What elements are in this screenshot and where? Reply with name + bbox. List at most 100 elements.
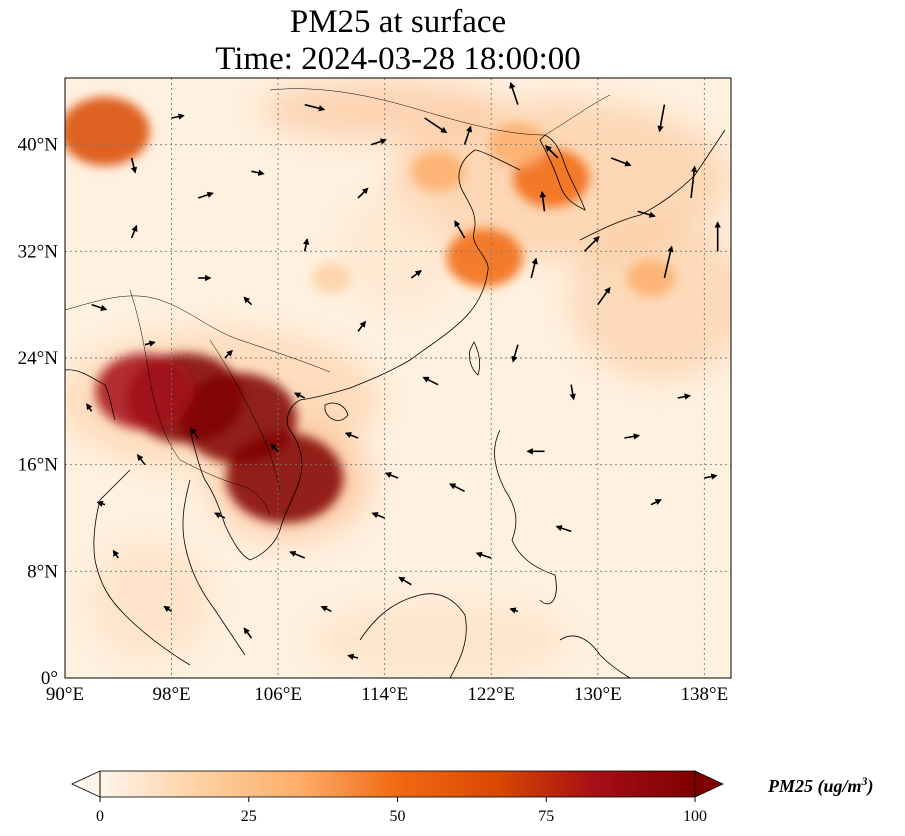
wind-arrow bbox=[112, 549, 119, 559]
pm25-hotspot bbox=[488, 122, 547, 167]
lon-tick-label: 98°E bbox=[152, 684, 190, 705]
wind-arrow bbox=[475, 551, 492, 559]
bohai-coast bbox=[474, 149, 521, 171]
pm25-hotspot bbox=[411, 150, 465, 192]
colorbar-ticks: 0 25 50 75 100 bbox=[96, 797, 707, 825]
colorbar-tick-label: 100 bbox=[683, 808, 707, 825]
china-russia-border bbox=[544, 94, 611, 136]
wind-arrow bbox=[569, 384, 576, 401]
taiwan-coast bbox=[469, 341, 481, 376]
wind-arrow bbox=[130, 224, 138, 239]
wind-arrow bbox=[320, 605, 332, 613]
wind-arrow bbox=[384, 472, 399, 479]
wind-arrow bbox=[344, 432, 359, 439]
map-subtitle-time: Time: 2024-03-28 18:00:00 bbox=[215, 41, 581, 77]
map-plot-area bbox=[65, 78, 731, 678]
colorbar: 0 25 50 75 100 bbox=[71, 770, 724, 825]
wind-arrow bbox=[136, 454, 146, 466]
wind-arrow bbox=[86, 403, 93, 412]
wind-arrow bbox=[677, 393, 691, 400]
new-guinea-coast bbox=[559, 635, 631, 678]
wind-arrow bbox=[704, 473, 718, 480]
wind-arrow bbox=[544, 145, 559, 159]
lon-tick-label: 114°E bbox=[361, 684, 408, 705]
andaman-coast bbox=[93, 469, 191, 666]
wind-arrow bbox=[663, 245, 674, 279]
pm25-hotspot bbox=[626, 259, 676, 297]
lat-tick-label: 8°N bbox=[27, 561, 58, 582]
wind-arrow bbox=[463, 125, 473, 145]
wind-arrow bbox=[511, 344, 519, 363]
wind-arrow bbox=[398, 576, 412, 586]
lon-tick-label: 122°E bbox=[467, 684, 515, 705]
colorbar-tick-label: 25 bbox=[241, 808, 257, 825]
pm25-hotspot-layer bbox=[65, 96, 676, 523]
lat-tick-label: 24°N bbox=[18, 348, 59, 369]
wind-arrow bbox=[650, 499, 662, 506]
wind-arrow bbox=[130, 157, 138, 174]
china-indochina-coast bbox=[249, 149, 489, 561]
bay-of-bengal-coast bbox=[65, 369, 116, 421]
colorbar-label: PM25 (ug/m3) bbox=[768, 774, 874, 797]
lat-tick-label: 32°N bbox=[18, 241, 59, 262]
lon-tick-labels: 90°E 98°E 106°E 114°E 122°E 130°E 138°E bbox=[46, 684, 728, 705]
lat-tick-label: 40°N bbox=[18, 135, 59, 156]
colorbar-max-extension bbox=[694, 770, 724, 798]
gulf-of-thailand-coast bbox=[189, 429, 251, 561]
pm25-hotspot bbox=[95, 353, 195, 430]
wind-arrow bbox=[91, 303, 108, 311]
wind-arrow bbox=[657, 104, 666, 133]
wind-arrow bbox=[530, 257, 538, 279]
wind-arrow bbox=[690, 165, 698, 199]
wind-arrow bbox=[270, 443, 279, 452]
wind-arrow bbox=[539, 190, 546, 212]
wind-arrow bbox=[214, 512, 226, 519]
wind-arrow bbox=[637, 210, 656, 218]
wind-arrow bbox=[509, 607, 519, 614]
colorbar-tick-label: 0 bbox=[96, 808, 104, 825]
wind-arrow bbox=[357, 187, 369, 199]
thailand-cambodia-border bbox=[179, 459, 271, 516]
philippines-coast bbox=[494, 429, 557, 605]
map-frame bbox=[64, 77, 732, 679]
wind-arrow bbox=[96, 500, 106, 507]
wind-arrow bbox=[294, 392, 306, 399]
wind-arrow bbox=[357, 320, 367, 332]
wind-arrow bbox=[190, 427, 199, 439]
lon-tick-label: 90°E bbox=[46, 684, 84, 705]
pm25-hotspot bbox=[226, 433, 344, 523]
wind-arrow bbox=[410, 270, 422, 279]
coastlines bbox=[65, 129, 726, 678]
pm25-hotspot bbox=[311, 262, 352, 294]
japan-coast bbox=[579, 129, 726, 241]
map-gridlines bbox=[65, 78, 731, 678]
wind-arrow bbox=[243, 296, 253, 306]
map-title: PM25 at surface bbox=[289, 4, 507, 40]
laos-vietnam-border bbox=[209, 339, 281, 491]
wind-arrow bbox=[583, 236, 600, 252]
wind-arrow bbox=[224, 349, 233, 359]
wind-arrow bbox=[454, 220, 466, 239]
colorbar-label-sup: 3 bbox=[861, 774, 868, 788]
wind-arrow bbox=[610, 157, 632, 167]
wind-arrow bbox=[371, 512, 385, 519]
myanmar-border bbox=[129, 289, 181, 461]
lon-tick-label: 106°E bbox=[254, 684, 302, 705]
wind-arrow bbox=[289, 551, 306, 559]
wind-arrow bbox=[304, 103, 326, 112]
country-borders bbox=[65, 88, 611, 516]
lat-tick-label: 16°N bbox=[18, 455, 59, 476]
colorbar-label-text: PM25 (ug/m bbox=[768, 776, 862, 796]
wind-arrow bbox=[251, 169, 265, 176]
lon-tick-label: 130°E bbox=[574, 684, 622, 705]
colorbar-tick-label: 50 bbox=[390, 808, 406, 825]
pm25-hotspot bbox=[65, 96, 150, 166]
colorbar-label-close: ) bbox=[867, 776, 874, 796]
wind-arrow bbox=[449, 483, 465, 493]
lon-tick-label: 138°E bbox=[681, 684, 729, 705]
wind-arrow bbox=[197, 191, 214, 199]
wind-arrow bbox=[424, 117, 448, 134]
wind-arrow bbox=[555, 525, 572, 533]
wind-arrow bbox=[597, 286, 611, 306]
